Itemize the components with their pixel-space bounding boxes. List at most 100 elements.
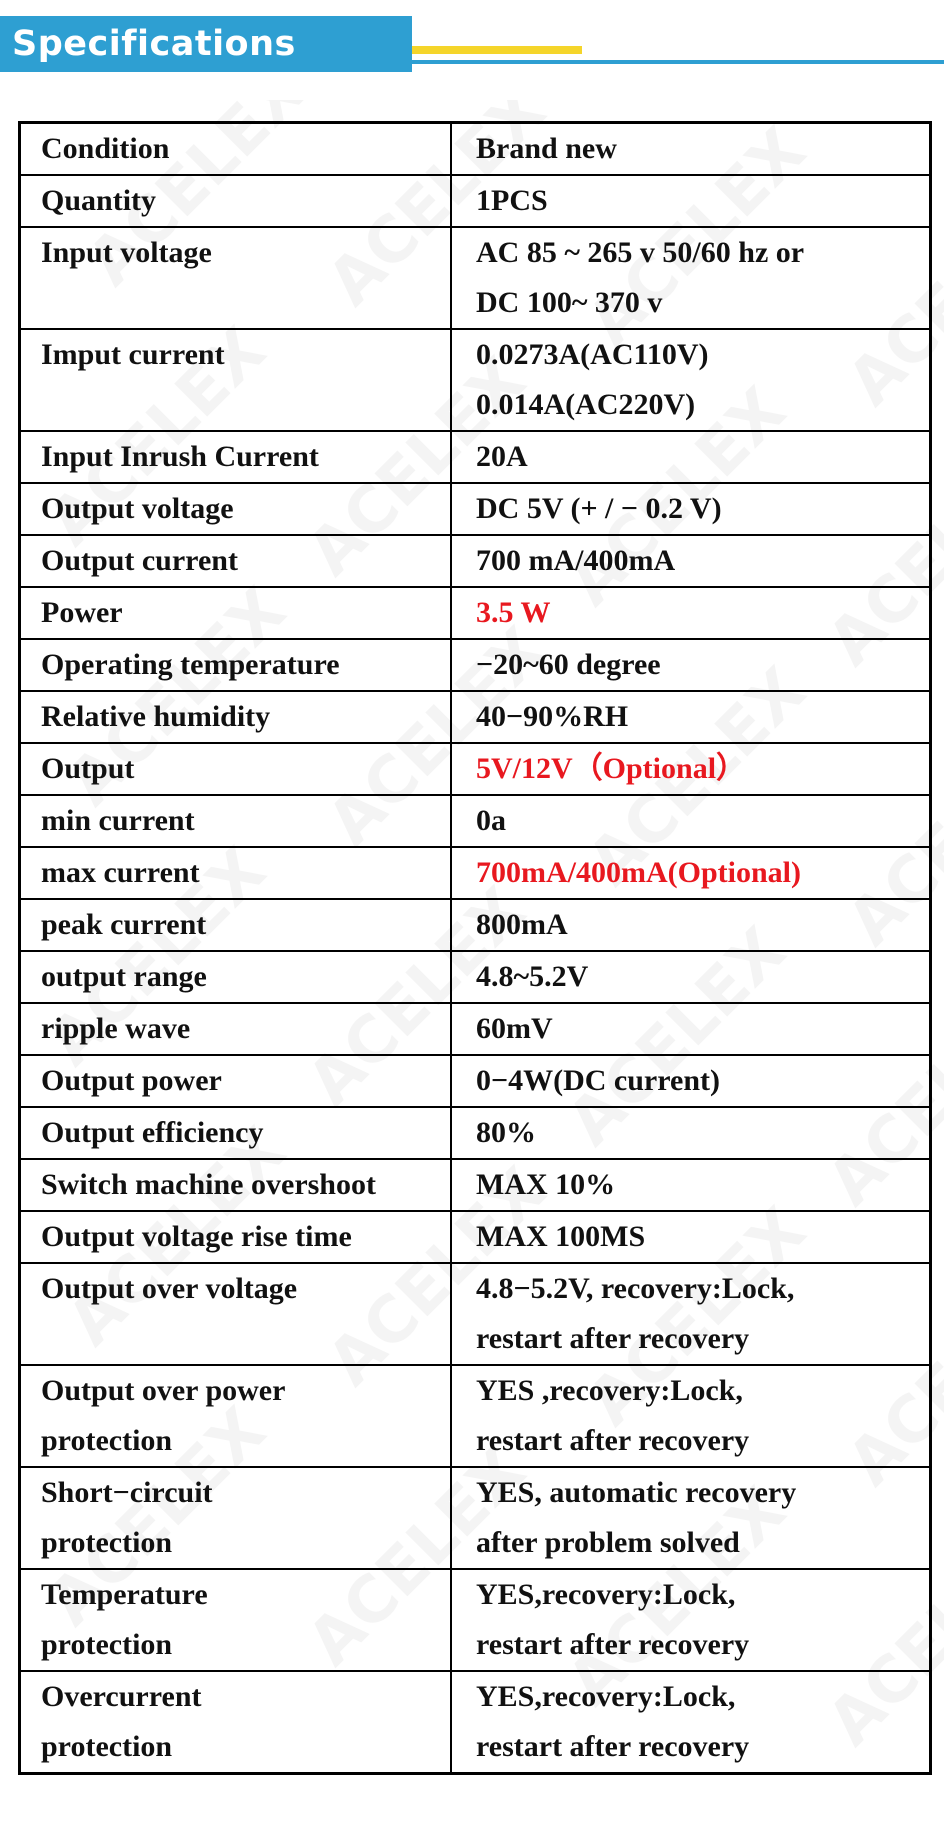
spec-label: Temperature protection (18, 1568, 452, 1672)
spec-value: MAX 100MS (450, 1210, 932, 1264)
table-row: Input voltage AC 85 ~ 265 v 50/60 hz or DC… (18, 226, 932, 330)
spec-value: YES ,recovery:Lock, restart after recover… (450, 1364, 932, 1468)
spec-value-line: 0a (476, 804, 506, 837)
spec-label: Relative humidity (18, 690, 452, 744)
spec-label-line: ripple wave (41, 1012, 191, 1045)
table-row: Switch machine overshoot MAX 10% (18, 1158, 932, 1212)
spec-label: Output over power protection (18, 1364, 452, 1468)
spec-value-line: 1PCS (476, 184, 548, 217)
table-row: peak current 800mA (18, 898, 932, 952)
spec-label-line: max current (41, 856, 200, 889)
spec-label-line: Input voltage (41, 236, 212, 269)
spec-label-line: protection (41, 1424, 173, 1457)
spec-label-line: Output voltage rise time (41, 1220, 352, 1253)
spec-label: Input Inrush Current (18, 430, 452, 484)
spec-label: Overcurrent protection (18, 1670, 452, 1775)
spec-label: Operating temperature (18, 638, 452, 692)
spec-value: YES,recovery:Lock, restart after recovery (450, 1568, 932, 1672)
spec-label: Condition (18, 121, 452, 176)
spec-label-line: protection (41, 1628, 173, 1661)
spec-label: Output efficiency (18, 1106, 452, 1160)
spec-label: Output voltage (18, 482, 452, 536)
spec-value: 20A (450, 430, 932, 484)
spec-label-line: Input Inrush Current (41, 440, 319, 473)
spec-label-line: Output voltage (41, 492, 234, 525)
table-row: Output efficiency 80% (18, 1106, 932, 1160)
spec-label-line: Relative humidity (41, 700, 271, 733)
spec-label: Output (18, 742, 452, 796)
spec-value-line: MAX 10% (476, 1168, 616, 1201)
spec-label-line: Output over voltage (41, 1272, 298, 1305)
spec-value: 4.8−5.2V, recovery:Lock, restart after re… (450, 1262, 932, 1366)
spec-value-line: restart after recovery (476, 1628, 750, 1661)
table-row: Quantity 1PCS (18, 174, 932, 228)
spec-value-line: YES,recovery:Lock, (476, 1578, 736, 1611)
spec-value-line: 0.014A(AC220V) (476, 388, 696, 421)
table-row: Output power 0−4W(DC current) (18, 1054, 932, 1108)
table-row: Output over voltage 4.8−5.2V, recovery:Lo… (18, 1262, 932, 1366)
spec-value: YES, automatic recovery after problem sol… (450, 1466, 932, 1570)
spec-label: peak current (18, 898, 452, 952)
spec-value: 0−4W(DC current) (450, 1054, 932, 1108)
table-row: Power 3.5 W (18, 586, 932, 640)
spec-label-line: Switch machine overshoot (41, 1168, 376, 1201)
spec-value-line: DC 100~ 370 v (476, 286, 663, 319)
spec-label: ripple wave (18, 1002, 452, 1056)
spec-value-line: DC 5V (+ / − 0.2 V) (476, 492, 722, 525)
table-row: Condition Brand new (18, 121, 932, 176)
spec-value: 5V/12V（Optional） (450, 742, 932, 796)
header-banner: Specifications (0, 16, 412, 72)
spec-value-line: YES, automatic recovery (476, 1476, 797, 1509)
spec-label-line: Output current (41, 544, 238, 577)
specifications-table: Condition Brand new Quantity 1PCS Input volt… (18, 121, 932, 1775)
spec-label: Output current (18, 534, 452, 588)
spec-value-line: AC 85 ~ 265 v 50/60 hz or (476, 236, 805, 269)
spec-label-line: Output power (41, 1064, 222, 1097)
table-row: Operating temperature −20~60 degree (18, 638, 932, 692)
table-row: Output voltage rise time MAX 100MS (18, 1210, 932, 1264)
table-row: Input Inrush Current 20A (18, 430, 932, 484)
spec-value-line: −20~60 degree (476, 648, 661, 681)
spec-label-line: Temperature (41, 1578, 208, 1611)
spec-value: 1PCS (450, 174, 932, 228)
spec-value-line: restart after recovery (476, 1424, 750, 1457)
table-row: Output current 700 mA/400mA (18, 534, 932, 588)
spec-label: Output power (18, 1054, 452, 1108)
spec-value-line: 5V/12V（Optional） (476, 752, 747, 785)
spec-label: Output voltage rise time (18, 1210, 452, 1264)
spec-label-line: Short−circuit (41, 1476, 213, 1509)
spec-value-line: 3.5 W (476, 596, 551, 629)
spec-value-line: YES ,recovery:Lock, (476, 1374, 743, 1407)
spec-label: Input voltage (18, 226, 452, 330)
spec-label: Imput current (18, 328, 452, 432)
spec-value-line: Brand new (476, 132, 617, 165)
spec-value-line: restart after recovery (476, 1730, 750, 1763)
spec-value: 700mA/400mA(Optional) (450, 846, 932, 900)
spec-value: MAX 10% (450, 1158, 932, 1212)
spec-label: Switch machine overshoot (18, 1158, 452, 1212)
table-row: output range 4.8~5.2V (18, 950, 932, 1004)
spec-value: Brand new (450, 121, 932, 176)
spec-value-line: 0−4W(DC current) (476, 1064, 720, 1097)
spec-label: output range (18, 950, 452, 1004)
table-row: Relative humidity 40−90%RH (18, 690, 932, 744)
table-row: max current 700mA/400mA(Optional) (18, 846, 932, 900)
table-row: Overcurrent protection YES,recovery:Lock, r… (18, 1670, 932, 1775)
spec-value-line: 60mV (476, 1012, 553, 1045)
spec-label-line: Output efficiency (41, 1116, 264, 1149)
spec-value-line: restart after recovery (476, 1322, 750, 1355)
spec-label-line: Imput current (41, 338, 225, 371)
spec-label: Quantity (18, 174, 452, 228)
spec-label-line: Overcurrent (41, 1680, 202, 1713)
table-row: min current 0a (18, 794, 932, 848)
spec-label: max current (18, 846, 452, 900)
spec-label: Output over voltage (18, 1262, 452, 1366)
spec-label-line: Operating temperature (41, 648, 340, 681)
table-row: Output 5V/12V（Optional） (18, 742, 932, 796)
table-row: Temperature protection YES,recovery:Lock, r… (18, 1568, 932, 1672)
spec-label-line: Output over power (41, 1374, 286, 1407)
table-row: Imput current 0.0273A(AC110V) 0.014A(AC220… (18, 328, 932, 432)
spec-value-line: after problem solved (476, 1526, 740, 1559)
spec-label: Short−circuit protection (18, 1466, 452, 1570)
header-yellow-accent (412, 46, 582, 54)
